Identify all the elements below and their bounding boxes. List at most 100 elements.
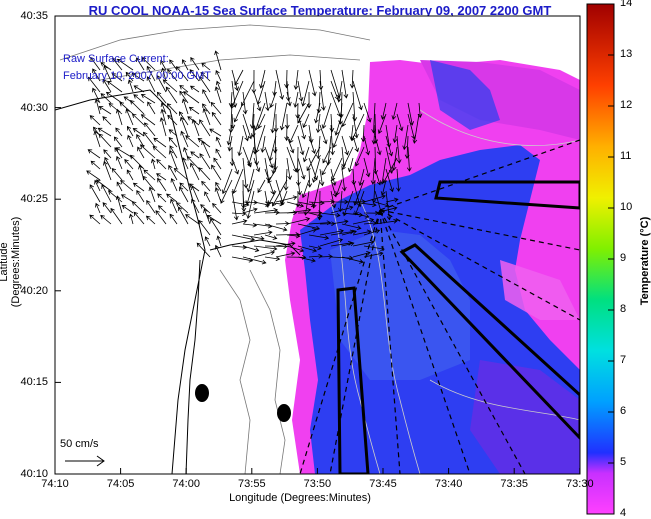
current-vector: [209, 128, 222, 137]
current-vector: [160, 102, 167, 115]
current-vector: [264, 234, 278, 240]
current-vectors: [86, 50, 423, 265]
current-vector: [319, 124, 328, 145]
current-vector: [166, 103, 178, 115]
current-vector: [352, 80, 363, 111]
current-vector: [341, 229, 357, 236]
current-vector: [90, 160, 101, 170]
current-vector: [253, 91, 262, 112]
colorbar-tick-label: 14: [620, 0, 633, 9]
current-vector: [169, 59, 178, 71]
current-vector: [111, 168, 123, 181]
current-vector: [322, 146, 332, 164]
current-vector: [374, 201, 390, 208]
current-vector: [124, 159, 134, 170]
y-tick-label: 40:15: [20, 376, 48, 389]
current-vector: [260, 135, 266, 153]
current-vector: [330, 219, 349, 225]
current-vector: [147, 101, 156, 115]
current-vector: [112, 57, 123, 71]
current-vector: [341, 102, 354, 128]
current-vector: [87, 149, 101, 159]
current-vector: [363, 194, 386, 203]
current-vector: [178, 111, 189, 126]
current-vector: [201, 140, 211, 159]
current-vector: [242, 157, 249, 189]
current-vector: [115, 147, 134, 159]
current-vector: [275, 241, 296, 247]
current-vector: [90, 56, 101, 71]
current-vector: [190, 151, 200, 159]
current-vector: [341, 241, 355, 247]
current-vector: [316, 135, 321, 160]
colorbar-tick-label: 13: [620, 48, 633, 60]
current-vector: [115, 155, 123, 170]
current-vector: [127, 79, 134, 93]
current-vector: [153, 137, 167, 148]
x-tick-label: 73:50: [303, 478, 332, 490]
current-vector: [363, 210, 380, 216]
current-vector: [391, 146, 398, 171]
figure-title: RU COOL NOAA-15 Sea Surface Temperature:…: [88, 3, 552, 18]
current-vector: [286, 233, 301, 239]
current-vector: [392, 124, 398, 144]
current-vector: [264, 168, 275, 195]
bathymetry-contours: [59, 24, 580, 474]
x-tick-label: 73:35: [500, 478, 528, 490]
current-vector: [92, 87, 101, 104]
x-tick-label: 74:00: [172, 478, 200, 490]
colorbar-tick-label: 5: [620, 456, 627, 468]
current-vector: [358, 168, 365, 187]
current-vector: [95, 202, 101, 214]
current-vector: [232, 168, 244, 194]
current-vector: [199, 119, 211, 137]
current-vector: [212, 203, 222, 214]
x-tick-label: 73:55: [238, 478, 266, 490]
current-vector: [338, 102, 343, 125]
colorbar-tick-label: 7: [620, 354, 627, 366]
current-vector: [116, 58, 134, 71]
current-vector: [396, 135, 402, 164]
current-vector: [329, 113, 335, 133]
current-vector: [227, 135, 233, 152]
current-vector: [145, 215, 156, 225]
current-vector: [190, 56, 200, 71]
current-vector: [167, 114, 178, 126]
current-vector: [105, 91, 123, 104]
current-vector: [286, 146, 298, 173]
current-vector: [103, 65, 112, 82]
current-vector: [136, 57, 145, 71]
current-vector: [201, 62, 211, 71]
current-vector: [302, 113, 310, 128]
current-vector: [283, 168, 289, 191]
annotation-line1: Raw Surface Current:: [63, 53, 169, 65]
current-vector: [128, 213, 134, 225]
current-vector: [180, 130, 189, 148]
current-vector: [216, 235, 222, 247]
current-vector: [186, 156, 200, 170]
current-vector: [139, 144, 156, 159]
current-vector: [120, 179, 134, 192]
current-vector: [102, 78, 112, 93]
current-vector: [341, 135, 349, 156]
current-vector: [295, 102, 301, 119]
current-vector: [95, 179, 112, 192]
current-vector: [168, 164, 178, 181]
current-vector: [257, 179, 266, 193]
current-vector: [115, 127, 123, 137]
current-vector: [352, 113, 359, 139]
current-vector: [98, 133, 112, 148]
current-vector: [352, 212, 370, 219]
current-vector: [247, 146, 255, 167]
current-vector: [352, 229, 372, 236]
current-vector: [308, 253, 323, 259]
current-vector: [306, 146, 321, 172]
current-vector: [231, 190, 239, 221]
current-vector: [166, 193, 178, 203]
current-vector: [183, 91, 200, 104]
current-vector: [113, 136, 123, 148]
current-vector: [336, 80, 343, 103]
current-vector: [210, 218, 222, 236]
current-vector: [159, 117, 167, 137]
current-vector: [286, 157, 292, 181]
